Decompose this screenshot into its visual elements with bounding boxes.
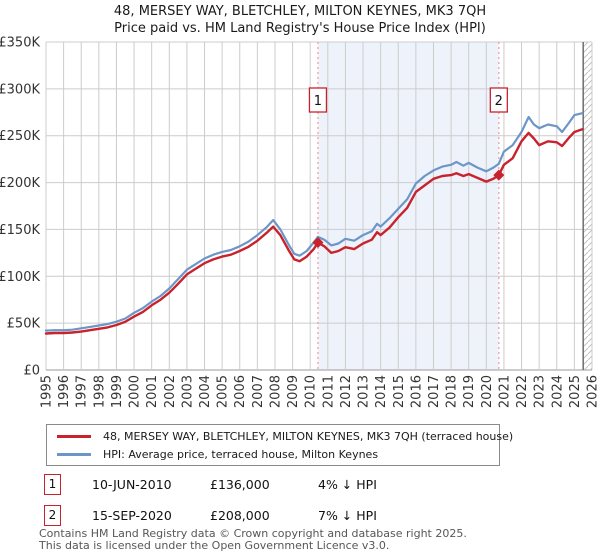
sale-marker-diamond bbox=[312, 237, 324, 249]
x-tick-label: 2001 bbox=[145, 375, 160, 408]
x-tick-label: 2021 bbox=[497, 375, 512, 408]
y-tick-label: £200K bbox=[0, 176, 40, 191]
sale-1-price: £136,000 bbox=[210, 477, 270, 492]
x-tick-label: 2005 bbox=[216, 375, 231, 408]
price-paid-line bbox=[44, 127, 584, 335]
footer-line-1: Contains HM Land Registry data © Crown c… bbox=[39, 527, 467, 540]
y-tick-label: £0 bbox=[23, 364, 40, 379]
x-tick-label: 2019 bbox=[462, 375, 477, 408]
x-tick-label: 1997 bbox=[75, 375, 90, 408]
sale-2-flag: 2 bbox=[44, 505, 61, 526]
y-tick-label: £50K bbox=[7, 317, 41, 332]
x-tick-label: 2000 bbox=[128, 375, 143, 408]
x-tick-label: 2014 bbox=[374, 375, 389, 408]
x-tick-label: 2003 bbox=[180, 375, 195, 408]
x-tick-label: 2015 bbox=[392, 375, 407, 408]
license-footer: Contains HM Land Registry data © Crown c… bbox=[39, 528, 599, 551]
sale-2-delta: 7% ↓ HPI bbox=[318, 508, 377, 523]
x-tick-label: 2026 bbox=[586, 375, 600, 408]
sale-marker-diamond bbox=[493, 169, 505, 181]
x-tick-label: 2006 bbox=[233, 375, 248, 408]
y-tick-label: £100K bbox=[0, 270, 40, 285]
x-tick-label: 2011 bbox=[321, 375, 336, 408]
x-tick-label: 2020 bbox=[480, 375, 495, 408]
sale-flag-number: 1 bbox=[314, 94, 322, 109]
sale-1-delta: 4% ↓ HPI bbox=[318, 477, 377, 492]
x-tick-label: 1999 bbox=[110, 375, 125, 408]
page-title: 48, MERSEY WAY, BLETCHLEY, MILTON KEYNES… bbox=[0, 3, 600, 37]
footer-line-2: This data is licensed under the Open Gov… bbox=[39, 538, 390, 552]
x-tick-label: 2007 bbox=[251, 375, 266, 408]
sale-row-2: 2 15-SEP-2020 £208,000 7% ↓ HPI bbox=[0, 505, 600, 527]
sale-1-date: 10-JUN-2010 bbox=[92, 477, 172, 492]
price-line-swatch bbox=[57, 434, 91, 438]
x-tick-label: 2012 bbox=[339, 375, 354, 408]
sale-flag-number: 2 bbox=[495, 94, 503, 109]
x-tick-label: 1996 bbox=[57, 375, 72, 408]
legend-row-price: 48, MERSEY WAY, BLETCHLEY, MILTON KEYNES… bbox=[47, 429, 513, 444]
y-tick-label: £250K bbox=[0, 129, 40, 144]
y-tick-label: £300K bbox=[0, 82, 40, 97]
chart-legend: 48, MERSEY WAY, BLETCHLEY, MILTON KEYNES… bbox=[46, 424, 513, 466]
title-address: 48, MERSEY WAY, BLETCHLEY, MILTON KEYNES… bbox=[113, 4, 487, 19]
x-tick-label: 1995 bbox=[40, 375, 55, 408]
legend-row-hpi: HPI: Average price, terraced house, Milt… bbox=[47, 447, 499, 462]
price-chart: 1 2 £0 £50K £100K £150K £200K £250K £300K £350K 19… bbox=[0, 36, 600, 409]
sale-flag-box bbox=[489, 87, 508, 113]
x-tick-label: 2013 bbox=[357, 375, 372, 408]
x-tick-label: 2023 bbox=[533, 375, 548, 408]
x-tick-label: 2002 bbox=[163, 375, 178, 408]
y-tick-label: £150K bbox=[0, 223, 40, 238]
sale-1-flag: 1 bbox=[44, 474, 61, 495]
x-tick-label: 2008 bbox=[268, 375, 283, 408]
sale-2-price: £208,000 bbox=[210, 508, 270, 523]
x-tick-label: 2016 bbox=[409, 375, 424, 408]
x-tick-label: 1998 bbox=[92, 375, 107, 408]
x-tick-label: 2017 bbox=[427, 375, 442, 408]
x-tick-label: 2010 bbox=[304, 375, 319, 408]
sale-2-date: 15-SEP-2020 bbox=[92, 508, 172, 523]
x-tick-label: 2018 bbox=[445, 375, 460, 408]
legend-label-hpi: HPI: Average price, terraced house, Milt… bbox=[103, 447, 379, 461]
hpi-line-swatch bbox=[57, 452, 91, 456]
title-subtitle: Price paid vs. HM Land Registry's House … bbox=[114, 21, 486, 36]
future-hatch-region bbox=[583, 42, 592, 370]
x-tick-label: 2022 bbox=[515, 375, 530, 408]
sale-flag-box bbox=[308, 87, 328, 113]
x-tick-label: 2009 bbox=[286, 375, 301, 408]
legend-label-price: 48, MERSEY WAY, BLETCHLEY, MILTON KEYNES… bbox=[103, 429, 514, 443]
x-tick-label: 2025 bbox=[568, 375, 583, 408]
hpi-line bbox=[44, 112, 584, 332]
y-tick-label: £350K bbox=[0, 36, 40, 51]
x-tick-label: 2024 bbox=[550, 375, 565, 408]
sale-row-1: 1 10-JUN-2010 £136,000 4% ↓ HPI bbox=[0, 474, 600, 496]
x-tick-label: 2004 bbox=[198, 375, 213, 408]
